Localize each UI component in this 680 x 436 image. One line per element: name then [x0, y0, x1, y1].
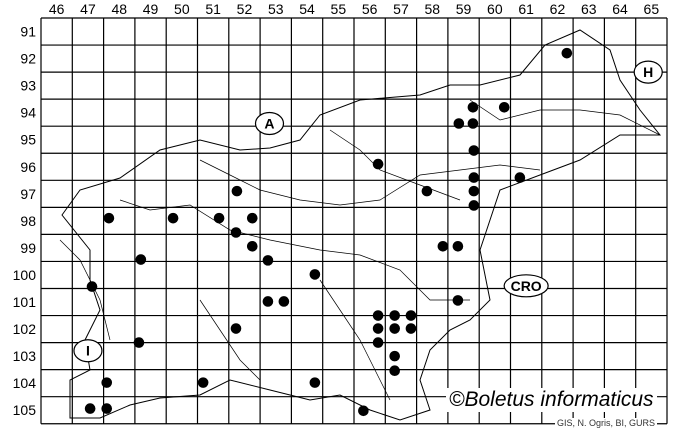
- record-dot: [452, 241, 464, 252]
- column-label: 64: [612, 1, 628, 17]
- column-label: 55: [331, 1, 347, 17]
- record-dot: [101, 377, 113, 388]
- record-dot: [467, 118, 479, 129]
- column-label: 56: [362, 1, 378, 17]
- column-label: 62: [550, 1, 566, 17]
- record-dot: [468, 145, 480, 156]
- record-dot: [372, 158, 384, 170]
- column-label: 47: [80, 1, 96, 17]
- row-label: 104: [13, 375, 37, 391]
- column-label: 48: [111, 1, 127, 17]
- row-label: 96: [20, 159, 36, 175]
- column-label: 46: [49, 1, 65, 17]
- row-label: 101: [13, 294, 37, 310]
- column-label: 57: [393, 1, 409, 17]
- record-dot: [246, 241, 258, 252]
- row-label: 99: [20, 240, 36, 256]
- row-label: 103: [13, 348, 37, 364]
- column-label: 65: [644, 1, 660, 17]
- record-dot: [135, 254, 147, 265]
- column-label: 49: [143, 1, 159, 17]
- row-label: 93: [20, 78, 36, 94]
- row-label: 100: [13, 267, 37, 283]
- record-dot: [467, 101, 479, 113]
- record-dot: [372, 323, 384, 334]
- record-dot: [230, 227, 242, 238]
- row-label: 102: [13, 321, 37, 337]
- column-label: 63: [581, 1, 597, 17]
- record-dot: [468, 200, 480, 211]
- record-dot: [437, 241, 449, 252]
- column-label: 53: [268, 1, 284, 17]
- record-dot: [231, 185, 243, 197]
- column-labels: 46 47 48 49 50 51 52 53 54 55 56 57 58 59 60 61 62 63 64 65: [49, 1, 659, 17]
- record-dot: [421, 185, 433, 197]
- row-label: 98: [20, 213, 36, 229]
- column-label: 51: [205, 1, 221, 17]
- region-marker: [73, 339, 103, 363]
- row-label: 97: [20, 186, 36, 202]
- row-label: 91: [20, 24, 36, 40]
- record-dot: [101, 403, 113, 414]
- record-dot: [389, 365, 400, 377]
- record-dot: [468, 172, 480, 183]
- record-dot: [453, 118, 465, 129]
- column-label: 60: [487, 1, 503, 17]
- column-label: 58: [424, 1, 440, 17]
- record-dot: [389, 310, 400, 321]
- record-dot: [358, 405, 369, 417]
- row-label: 94: [20, 105, 36, 121]
- region-label: I: [86, 343, 90, 359]
- column-label: 61: [518, 1, 534, 17]
- record-dot: [86, 281, 98, 292]
- record-dot: [405, 323, 417, 334]
- column-label: 50: [174, 1, 190, 17]
- record-dot: [372, 310, 384, 321]
- row-label: 92: [20, 51, 36, 67]
- region-marker: [254, 111, 285, 136]
- record-dot: [213, 212, 225, 224]
- record-dot: [468, 185, 480, 197]
- column-label: 59: [456, 1, 472, 17]
- record-dot: [278, 296, 290, 307]
- region-marker: [633, 60, 663, 84]
- record-dot: [230, 323, 242, 334]
- record-dot: [389, 323, 400, 334]
- copyright-text: ©Boletus informaticus: [446, 388, 657, 412]
- region-labels: A H CRO I: [73, 60, 663, 363]
- grid: [40, 17, 668, 425]
- country-border: [61, 29, 662, 421]
- record-dot: [405, 310, 417, 321]
- column-label: 54: [299, 1, 315, 17]
- region-marker: [503, 274, 549, 298]
- record-dot: [309, 377, 321, 388]
- rivers: [59, 99, 661, 401]
- record-dot: [452, 295, 464, 306]
- record-dot: [389, 350, 400, 362]
- region-label: H: [643, 64, 653, 80]
- record-dot: [498, 101, 510, 113]
- row-label: 95: [20, 132, 36, 148]
- record-dot: [372, 337, 384, 348]
- record-dot: [84, 403, 96, 414]
- record-dot: [514, 172, 526, 183]
- record-dot: [167, 212, 179, 224]
- record-dot: [197, 377, 209, 388]
- credit-text: GIS, N. Ogris, BI, GURS: [555, 418, 658, 428]
- region-label: CRO: [511, 278, 542, 294]
- row-label: 105: [13, 402, 37, 418]
- record-dot: [262, 296, 274, 307]
- record-dot: [262, 255, 274, 266]
- row-labels: 91 92 93 94 95 96 97 98 99 100 101 102 103 104 105: [13, 24, 37, 419]
- record-dot: [309, 269, 321, 280]
- column-label: 52: [237, 1, 253, 17]
- record-dot: [133, 337, 145, 348]
- record-dot: [561, 47, 573, 59]
- record-dot: [246, 212, 258, 224]
- record-dot: [103, 212, 115, 224]
- region-label: A: [264, 115, 274, 131]
- record-dots: [84, 47, 573, 417]
